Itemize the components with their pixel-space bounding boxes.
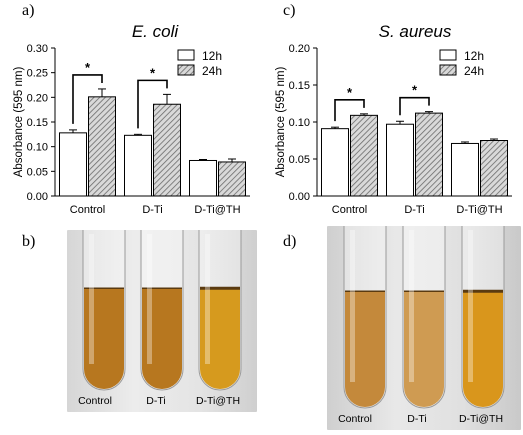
y-tick-label: 0.10 [27,142,48,154]
bar-24h [480,140,508,197]
bar-12h [124,134,152,197]
photo-saureus-labels: Control D-Ti D-Ti@TH [327,409,521,431]
photo-label-dti: D-Ti [146,395,166,407]
y-tick-label: 0.20 [27,92,48,104]
x-tick-label: D-Ti@TH [194,204,240,216]
significance-marker: * [412,83,418,98]
significance-bracket [137,79,168,129]
bar-24h [350,114,378,197]
tubes-saureus [343,226,505,409]
glass-highlight [205,234,210,364]
panel-label-c: c) [283,2,296,19]
tube-liquid [345,291,385,407]
photo-ecoli-labels: Control D-Ti D-Ti@TH [67,391,257,413]
glass-highlight [350,230,355,382]
chart-title-ecoli: E. coli [131,22,179,41]
x-tick-label: D-Ti [404,204,424,216]
bar-24h [218,161,246,197]
photo-label-dti: D-Ti [407,413,427,425]
legend-label-24h: 24h [464,64,484,78]
bar-24h [153,103,181,197]
photo-label-dti-th: D-Ti@TH [458,413,504,425]
significance-marker: * [85,60,91,75]
y-tick-label: 0.15 [27,117,48,129]
y-tick-label: 0.00 [289,191,310,203]
photo-label-control: Control [78,395,112,407]
y-tick-label: 0.15 [289,80,310,92]
legend-label-12h: 12h [202,49,222,63]
significance-marker: * [150,65,156,80]
bar-12h [321,128,349,197]
tube-liquid [84,288,124,389]
tube-liquid [142,288,182,389]
y-tick-label: 0.05 [27,166,48,178]
tubes-ecoli [82,230,242,391]
significance-bracket [334,99,365,122]
bar-24h [415,112,443,197]
significance-bracket [399,96,430,116]
bar-24h [88,96,116,197]
glass-highlight [89,234,94,364]
y-tick-label: 0.00 [27,191,48,203]
photo-label-control: Control [338,413,372,425]
legend-swatch-24h [439,64,457,76]
y-tick-label: 0.10 [289,117,310,129]
y-tick-label: 0.05 [289,154,310,166]
x-tick-label: D-Ti@TH [456,204,502,216]
chart-title-saureus: S. aureus [378,22,452,41]
photo-label-dti-th: D-Ti@TH [195,395,241,407]
y-axis-label: Absorbance (595 nm) [13,67,25,178]
y-axis-label: Absorbance (595 nm) [275,67,287,178]
tube-liquid [404,291,444,407]
x-tick-label: Control [70,204,105,216]
y-tick-label: 0.25 [27,68,48,80]
bar-12h [386,123,414,197]
significance-marker: * [347,85,353,100]
y-tick-label: 0.30 [27,43,48,55]
tube-liquid [463,291,503,407]
glass-highlight [147,234,152,364]
photo-ecoli-tubes [67,230,257,412]
tube-liquid [200,288,240,389]
photo-saureus-tubes [327,226,521,430]
significance-bracket [72,74,103,124]
panel-label-a: a) [22,2,35,19]
x-tick-label: D-Ti [142,204,162,216]
panel-label-d: d) [283,233,297,250]
legend-label-24h: 24h [202,64,222,78]
panel-label-b: b) [22,233,36,250]
legend-swatch-12h [177,49,195,61]
legend-swatch-12h [439,49,457,61]
bar-12h [451,142,479,197]
legend-swatch-24h [177,64,195,76]
x-tick-label: Control [332,204,367,216]
y-tick-label: 0.20 [289,43,310,55]
glass-highlight [409,230,414,382]
bar-12h [59,132,87,197]
legend-label-12h: 12h [464,49,484,63]
glass-highlight [468,230,473,382]
bar-12h [189,159,217,197]
